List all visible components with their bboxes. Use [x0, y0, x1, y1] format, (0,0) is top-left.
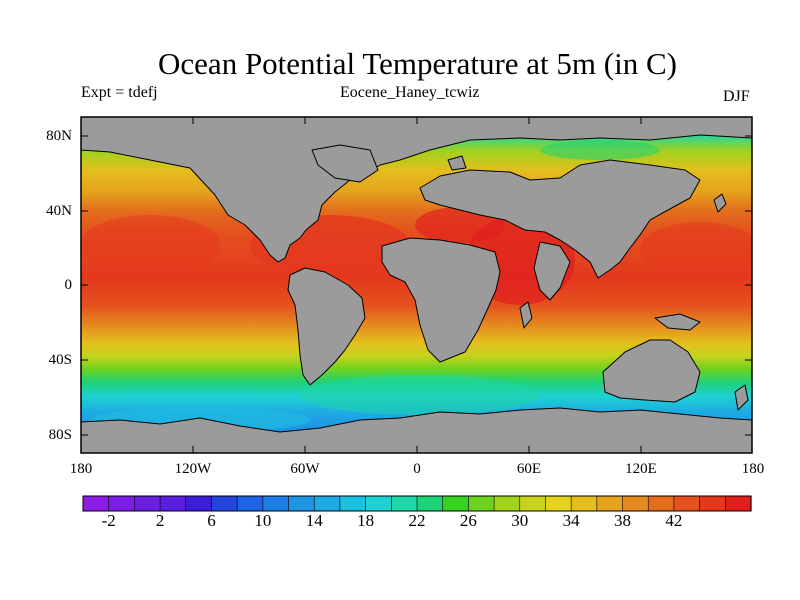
colorbar-swatch [159, 495, 187, 512]
colorbar-swatch [185, 495, 213, 512]
warm-pools [81, 122, 752, 432]
colorbar-swatch [468, 495, 495, 512]
colorbar-swatch [365, 495, 392, 512]
colorbar-swatch [725, 495, 752, 512]
colorbar-swatch [570, 495, 598, 512]
lon-tick-label: 120W [174, 461, 212, 477]
lat-tick-label: 40S [48, 352, 72, 368]
colorbar-tick-label: 14 [305, 511, 323, 530]
land-new-zealand [734, 384, 749, 411]
land-new-guinea [654, 313, 701, 331]
lon-tick-label: 60W [290, 461, 320, 477]
colorbar-swatch [288, 495, 315, 512]
colorbar-swatch [673, 495, 701, 512]
colorbar-tick-label: 34 [562, 511, 580, 530]
lat-tick-label: 80S [48, 427, 72, 443]
lat-tick-label: 40N [46, 203, 72, 219]
lon-tick-label: 120E [625, 461, 657, 477]
colorbar-swatch [108, 495, 135, 512]
colorbar-tick-label: 18 [357, 511, 375, 530]
colorbar-swatch [545, 495, 572, 512]
land-greenland [311, 144, 379, 183]
run-name-label: Eocene_Haney_tcwiz [340, 84, 480, 101]
colorbar-tick-label: 2 [155, 511, 165, 530]
colorbar-swatch [699, 495, 726, 512]
colorbar-swatch [416, 495, 444, 512]
colorbar-tick-label: 6 [207, 511, 216, 530]
experiment-label: Expt = tdefj [81, 84, 158, 101]
colorbar-swatch [82, 495, 110, 512]
land-africa [381, 237, 501, 363]
map-panel [80, 116, 753, 454]
colorbar-frame [82, 495, 752, 512]
land-south-america [287, 267, 366, 386]
land-north-america [81, 117, 752, 263]
colorbar-swatch [236, 495, 264, 512]
land-madagascar [519, 301, 533, 329]
lon-tick-label: 180 [741, 461, 765, 477]
colorbar-swatch [622, 495, 649, 512]
season-label: DJF [723, 88, 750, 105]
colorbar-swatch [647, 495, 675, 512]
colorbar-swatch [339, 495, 367, 512]
colorbar-swatch [134, 495, 161, 512]
land-europe-islands [447, 155, 467, 171]
colorbar [82, 495, 752, 512]
land-antarctica [81, 407, 752, 453]
colorbar-swatch [391, 495, 418, 512]
lon-tick-label: 60E [516, 461, 542, 477]
land-eurasia [419, 159, 701, 279]
colorbar-tick-label: 10 [254, 511, 272, 530]
lat-tick-label: 80N [46, 128, 72, 144]
lon-tick-label: 180 [69, 461, 93, 477]
colorbar-swatch [442, 495, 469, 512]
colorbar-swatch [262, 495, 290, 512]
colorbar-tick-label: 26 [459, 511, 477, 530]
colorbar-tick-label: -2 [101, 511, 116, 530]
colorbar-swatch [519, 495, 547, 512]
colorbar-swatch [211, 495, 238, 512]
figure-title: Ocean Potential Temperature at 5m (in C) [158, 46, 677, 81]
lat-tick-label: 0 [64, 277, 73, 293]
lon-tick-label: 0 [413, 461, 421, 477]
axis-ticks [81, 117, 752, 453]
colorbar-tick-label: 22 [408, 511, 426, 530]
colorbar-swatch [596, 495, 624, 512]
land-australia [602, 339, 701, 403]
colorbar-tick-label: 38 [614, 511, 632, 530]
colorbar-swatch [493, 495, 521, 512]
land-japan [713, 193, 727, 213]
colorbar-tick-label: 30 [511, 511, 529, 530]
land-india [533, 241, 571, 301]
colorbar-swatch [313, 495, 341, 512]
colorbar-tick-label: 42 [665, 511, 683, 530]
